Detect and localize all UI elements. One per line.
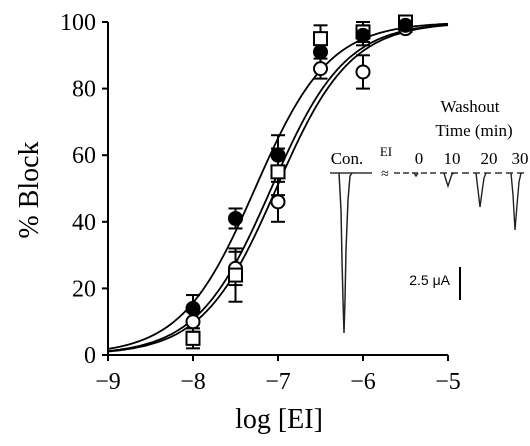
data-point-open-square <box>228 267 243 283</box>
data-markers <box>185 14 413 346</box>
inset-trace-30 <box>510 172 522 231</box>
y-ticks: 0 20 40 60 80 100 <box>60 10 108 369</box>
error-bars <box>186 17 413 350</box>
data-point-open-square <box>270 164 286 180</box>
inset-trace-con <box>338 172 353 334</box>
data-point-open-circle <box>355 64 371 80</box>
x-tick-label: −7 <box>265 369 291 395</box>
inset-label-con: Con. <box>331 149 364 168</box>
y-tick-label: 100 <box>60 10 96 36</box>
inset-title-line2: Time (min) <box>435 121 512 140</box>
y-tick-label: 0 <box>84 343 96 369</box>
data-point-open-circle <box>313 61 328 77</box>
inset-label-ei: EI <box>380 144 392 159</box>
inset-scale-bar-label: 2.5 μA <box>409 272 450 288</box>
data-point-filled-circle <box>270 147 286 163</box>
inset-label-0: 0 <box>415 149 424 168</box>
inset-label-10: 10 <box>444 149 461 168</box>
washout-inset: Washout Time (min) Con. EI 0 10 20 30 ≈ … <box>330 97 529 334</box>
y-tick-label: 20 <box>72 276 96 302</box>
data-point-filled-circle <box>398 17 413 33</box>
data-point-filled-circle <box>313 44 328 60</box>
x-tick-label: −6 <box>350 369 376 395</box>
x-tick-label: −5 <box>435 369 461 395</box>
data-point-filled-circle <box>185 300 201 316</box>
inset-title-line1: Washout <box>440 97 499 116</box>
inset-trace-20 <box>475 172 487 208</box>
x-ticks: −9 −8 −7 −6 −5 <box>95 355 461 395</box>
x-tick-label: −8 <box>180 369 206 395</box>
inset-label-20: 20 <box>481 149 498 168</box>
y-tick-label: 80 <box>72 77 96 103</box>
x-tick-label: −9 <box>95 369 121 395</box>
y-tick-label: 40 <box>72 210 96 236</box>
inset-break-marker: ≈ <box>381 167 389 182</box>
data-point-open-circle <box>270 194 286 210</box>
data-point-open-square <box>313 31 328 47</box>
data-point-filled-circle <box>355 27 371 43</box>
y-axis-label: % Block <box>14 141 45 238</box>
data-point-open-square <box>185 330 201 346</box>
inset-label-30: 30 <box>512 149 529 168</box>
data-point-filled-circle <box>228 210 243 226</box>
data-point-open-circle <box>185 314 201 330</box>
inset-trace-10 <box>443 172 455 189</box>
y-tick-label: 60 <box>72 143 96 169</box>
inset-trace-0 <box>413 172 419 178</box>
x-axis-label: log [EI] <box>235 404 323 435</box>
